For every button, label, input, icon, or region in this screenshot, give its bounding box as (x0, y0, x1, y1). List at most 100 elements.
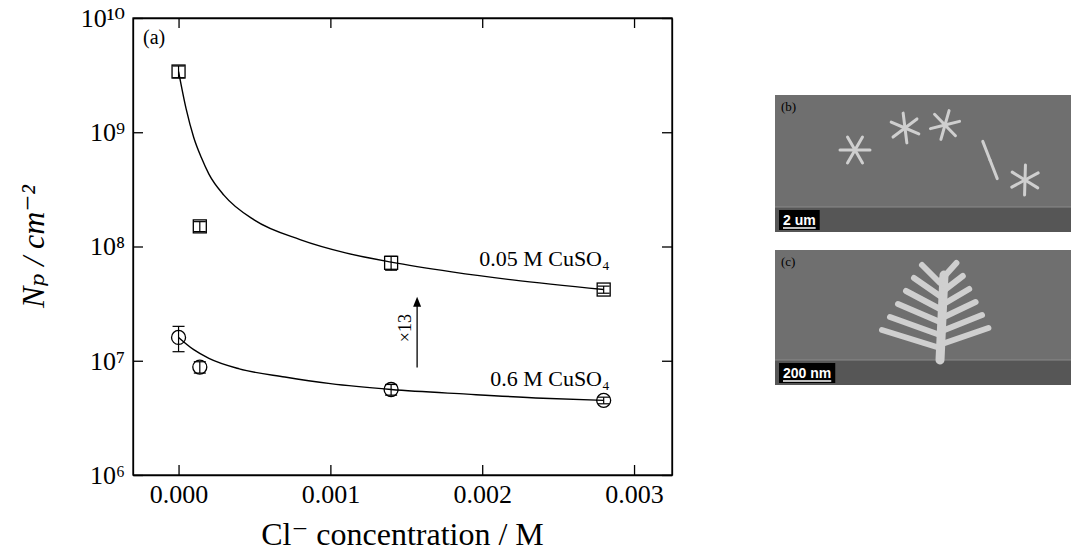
panel-label: (c) (781, 254, 795, 269)
y-axis-right-tick-mark (662, 246, 672, 247)
x-axis-top-tick-mark (330, 18, 331, 28)
y-axis-tick: 10⁹ (90, 118, 143, 147)
y-axis-tick-label: 10⁹ (90, 118, 125, 147)
x-axis-tick-label: 0.003 (605, 480, 664, 509)
y-axis-right-tick (662, 132, 672, 133)
dendrite-branch (893, 128, 905, 137)
error-bar-stem (603, 397, 604, 404)
error-bar-cap (173, 351, 185, 352)
y-axis: 10⁶ 10⁷ 10⁸ 10⁹ 10¹⁰ (81, 4, 143, 490)
image-interface (775, 207, 1071, 208)
x-axis-top-tick (482, 18, 483, 28)
x-axis-tick-mark (330, 465, 331, 475)
dendrite-branch (855, 150, 863, 163)
x-axis-tick-label: 0.000 (150, 480, 209, 509)
data-point (193, 360, 207, 374)
dendrite-branch (905, 128, 907, 143)
data-point (597, 393, 611, 407)
y-axis-right (662, 19, 673, 476)
x-axis-title: Cl⁻ concentration / M (261, 516, 544, 552)
scale-bar-label: 200 nm (783, 365, 831, 381)
y-axis-right-tick (662, 247, 672, 248)
error-bar-cap (194, 231, 206, 232)
dendrite-branch (945, 125, 955, 136)
data-point (172, 65, 185, 78)
y-axis-tick-label: 10⁸ (90, 232, 125, 261)
x-axis-top-tick (179, 18, 180, 28)
scale-bar (783, 227, 816, 229)
dendrites (840, 111, 1038, 195)
y-axis-tick-mark (133, 475, 143, 476)
y-axis-right-tick-mark (662, 475, 672, 476)
y-axis-right-tick (662, 18, 672, 19)
y-axis-tick-label: 10¹⁰ (81, 4, 125, 33)
panel-label: (b) (781, 99, 796, 114)
y-axis-right-tick-mark (662, 361, 672, 362)
y-axis-tick-mark (133, 132, 143, 133)
dendrite-branch (922, 265, 940, 283)
annotation: ×13 (395, 314, 415, 342)
y-axis-right-tick-mark (662, 132, 672, 133)
marks (172, 65, 611, 407)
error-bar-cap (598, 403, 610, 404)
image-panel: (b) 2 um (775, 95, 1071, 232)
image-background (775, 250, 1071, 360)
y-axis-right-line (672, 19, 673, 476)
panel-label: (a) (143, 26, 165, 49)
x-axis: 0.0000.0010.0020.003 (134, 465, 673, 509)
image-panel: (c) 200 nm (775, 250, 1071, 385)
y-axis-tick: 10⁸ (90, 232, 143, 261)
x-axis-top-line (134, 18, 673, 19)
error-bar (598, 286, 610, 293)
image-substrate (775, 207, 1071, 232)
image-substrate (775, 360, 1071, 385)
dendrite-branch (1012, 172, 1025, 180)
error-bar-cap (598, 286, 610, 287)
error-bar (173, 326, 185, 351)
error-bar (173, 66, 185, 78)
dendrite-branch (848, 150, 856, 163)
y-axis-title: Nₚ / cm⁻² (15, 184, 51, 309)
error-bar-cap (173, 326, 185, 327)
error-bar-stem (178, 66, 179, 78)
y-axis-right-tick-mark (662, 18, 672, 19)
data-point (172, 330, 186, 344)
dendrite-branch (945, 121, 960, 125)
error-bar-stem (603, 286, 604, 293)
y-axis-tick: 10¹⁰ (81, 4, 143, 33)
dendrite-branch (990, 160, 997, 179)
dendrite-branch (983, 141, 990, 160)
panel-a: 0.0000.0010.0020.00310⁶10⁷10⁸10⁹10¹⁰Cl⁻ … (15, 4, 673, 552)
x-axis-tick-mark (482, 465, 483, 475)
x-axis-top-tick-mark (178, 18, 179, 28)
error-bar-cap (598, 397, 610, 398)
x-axis-tick-mark (634, 465, 635, 475)
dendrite-branch (935, 114, 945, 125)
scale-bar-box (779, 363, 835, 383)
error-bar-stem (199, 362, 200, 373)
error-bar-cap (598, 293, 610, 294)
error-bar-stem (199, 222, 200, 232)
y-axis-right-tick (662, 361, 672, 362)
scale-bar-box (779, 210, 820, 230)
dendrites (882, 263, 988, 360)
series-label: 0.6 M CuSO₄ (490, 366, 610, 391)
series-label: 0.05 M CuSO₄ (479, 246, 610, 271)
scale-bar-label: 2 um (783, 212, 816, 228)
y-axis-tick-mark (133, 246, 143, 247)
x-axis-line (134, 475, 673, 476)
dendrite-branch (905, 119, 917, 128)
x-axis-top (134, 18, 673, 28)
y-axis-tick-mark (133, 361, 143, 362)
annotation-arrowhead (413, 297, 421, 307)
error-bar (194, 222, 206, 232)
scale-bar (783, 380, 831, 382)
dendrite-branch (855, 137, 863, 150)
x-axis-tick-label: 0.002 (453, 480, 512, 509)
y-axis-right-tick (662, 475, 672, 476)
y-axis-tick-label: 10⁷ (90, 347, 125, 376)
data-point (384, 383, 398, 397)
y-axis-tick-label: 10⁶ (90, 461, 125, 490)
error-bar-stem (391, 256, 392, 270)
dendrite-branch (930, 125, 945, 129)
